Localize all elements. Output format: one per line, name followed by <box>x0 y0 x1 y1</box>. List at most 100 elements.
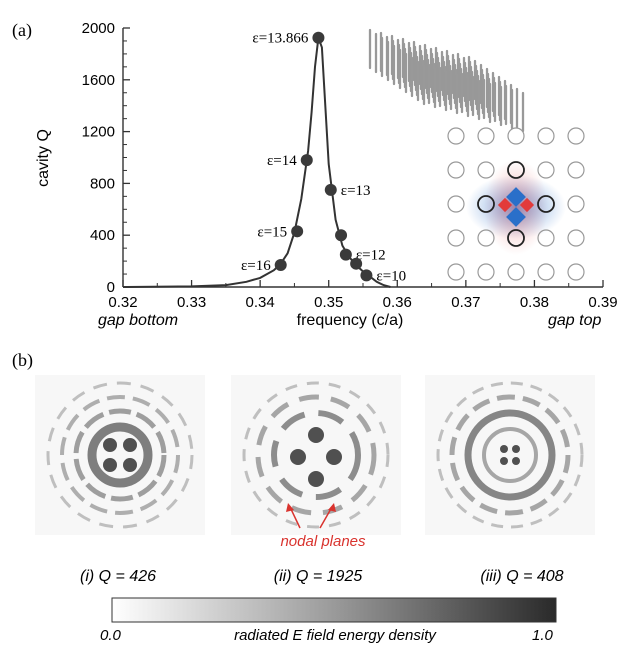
field-lobe <box>512 457 520 465</box>
data-point <box>360 269 373 282</box>
colorbar-min-label: 0.0 <box>100 627 122 644</box>
lattice-mode-icon <box>447 127 585 281</box>
field-patterns <box>35 375 595 535</box>
gap-top-annotation: gap top <box>548 312 601 329</box>
point-label: ε=14 <box>267 153 297 169</box>
lattice-hole <box>477 127 495 145</box>
caption-iii: (iii) Q = 408 <box>480 568 563 585</box>
point-label: ε=13 <box>341 183 371 199</box>
lattice-hole <box>567 263 585 281</box>
field-pattern-ii <box>231 375 401 535</box>
lattice-hole <box>477 161 495 179</box>
field-ring <box>482 427 538 483</box>
lattice-hole <box>477 195 495 213</box>
caption-i: (i) Q = 426 <box>80 568 156 585</box>
lattice-hole <box>447 229 465 247</box>
point-label: ε=13.866 <box>252 31 309 47</box>
lattice-hole <box>447 161 465 179</box>
lattice-hole <box>507 127 525 145</box>
nodal-planes-label: nodal planes <box>280 533 366 550</box>
x-ticks: 0.32 0.33 0.34 0.35 0.36 0.37 0.38 0.39 <box>108 280 618 311</box>
lattice-hole <box>537 263 555 281</box>
field-ring <box>87 422 153 488</box>
y-ticks: 0 400 800 1200 1600 2000 <box>82 20 130 296</box>
caption-ii: (ii) Q = 1925 <box>274 568 363 585</box>
q-curve <box>122 37 391 288</box>
y-tick-label: 800 <box>90 175 115 192</box>
data-point <box>312 31 325 44</box>
field-lobe <box>308 471 324 487</box>
field-ring <box>271 410 361 500</box>
rod-lattice-icon <box>368 28 525 133</box>
x-tick-label: 0.33 <box>177 294 206 311</box>
x-axis-title: frequency (c/a) <box>297 312 404 329</box>
field-lobe <box>123 438 137 452</box>
field-pattern-i <box>35 375 205 535</box>
field-lobe <box>500 457 508 465</box>
x-tick-label: 0.32 <box>108 294 137 311</box>
field-ring <box>449 394 571 516</box>
field-ring <box>464 409 556 501</box>
data-point <box>291 225 304 238</box>
panel-b-label: (b) <box>12 350 33 371</box>
lattice-hole <box>537 195 555 213</box>
y-tick-label: 1200 <box>82 124 115 141</box>
field-lobe <box>103 438 117 452</box>
field-lobe <box>500 445 508 453</box>
lattice-hole <box>507 161 525 179</box>
field-lobe <box>512 445 520 453</box>
lattice-hole <box>477 229 495 247</box>
colorbar-max-label: 1.0 <box>532 627 554 644</box>
lattice-hole <box>507 229 525 247</box>
q-vs-frequency-chart: 0 400 800 1200 1600 2000 0.32 0.33 0.34 0.35 0.36… <box>82 20 618 311</box>
x-tick-label: 0.34 <box>246 294 275 311</box>
y-tick-label: 400 <box>90 227 115 244</box>
point-label: ε=10 <box>376 268 406 284</box>
data-point <box>339 248 352 261</box>
field-ring <box>436 381 584 529</box>
y-axis-title: cavity Q <box>35 129 52 187</box>
lattice-hole <box>507 263 525 281</box>
field-lobe <box>290 449 306 465</box>
lattice-hole <box>477 263 495 281</box>
data-point <box>335 229 348 242</box>
y-tick-label: 2000 <box>82 20 115 37</box>
gap-bottom-annotation: gap bottom <box>98 312 178 329</box>
field-ring <box>242 381 390 529</box>
lattice-hole <box>567 127 585 145</box>
data-point <box>274 258 287 271</box>
field-lobe <box>308 427 324 443</box>
y-tick-label: 1600 <box>82 72 115 89</box>
point-label: ε=15 <box>257 224 287 240</box>
lattice-hole <box>567 161 585 179</box>
lattice-hole <box>537 229 555 247</box>
x-tick-label: 0.39 <box>588 294 617 311</box>
data-points: ε=13.866 ε=14 ε=13 ε=15 ε=12 ε=10 ε=16 <box>241 31 406 285</box>
data-point <box>300 154 313 167</box>
field-bg <box>35 375 205 535</box>
x-tick-label: 0.35 <box>314 294 343 311</box>
field-lobe <box>103 458 117 472</box>
y-tick-label: 0 <box>107 279 115 296</box>
x-tick-label: 0.36 <box>383 294 412 311</box>
x-tick-label: 0.37 <box>451 294 480 311</box>
lattice-hole <box>447 195 465 213</box>
point-label: ε=16 <box>241 258 271 274</box>
field-pattern-iii <box>425 375 595 535</box>
lattice-hole <box>537 161 555 179</box>
lattice-hole <box>447 127 465 145</box>
lattice-hole <box>537 127 555 145</box>
field-ring <box>73 408 167 502</box>
colorbar <box>111 597 557 623</box>
field-lobe <box>326 449 342 465</box>
field-lobe <box>123 458 137 472</box>
lattice-hole <box>567 195 585 213</box>
field-ring <box>46 381 194 529</box>
field-ring <box>60 395 180 515</box>
data-point <box>350 257 363 270</box>
nodal-planes-callout: nodal planes <box>280 503 366 550</box>
data-point <box>324 183 337 196</box>
field-ring <box>255 394 377 516</box>
lattice-hole <box>567 229 585 247</box>
